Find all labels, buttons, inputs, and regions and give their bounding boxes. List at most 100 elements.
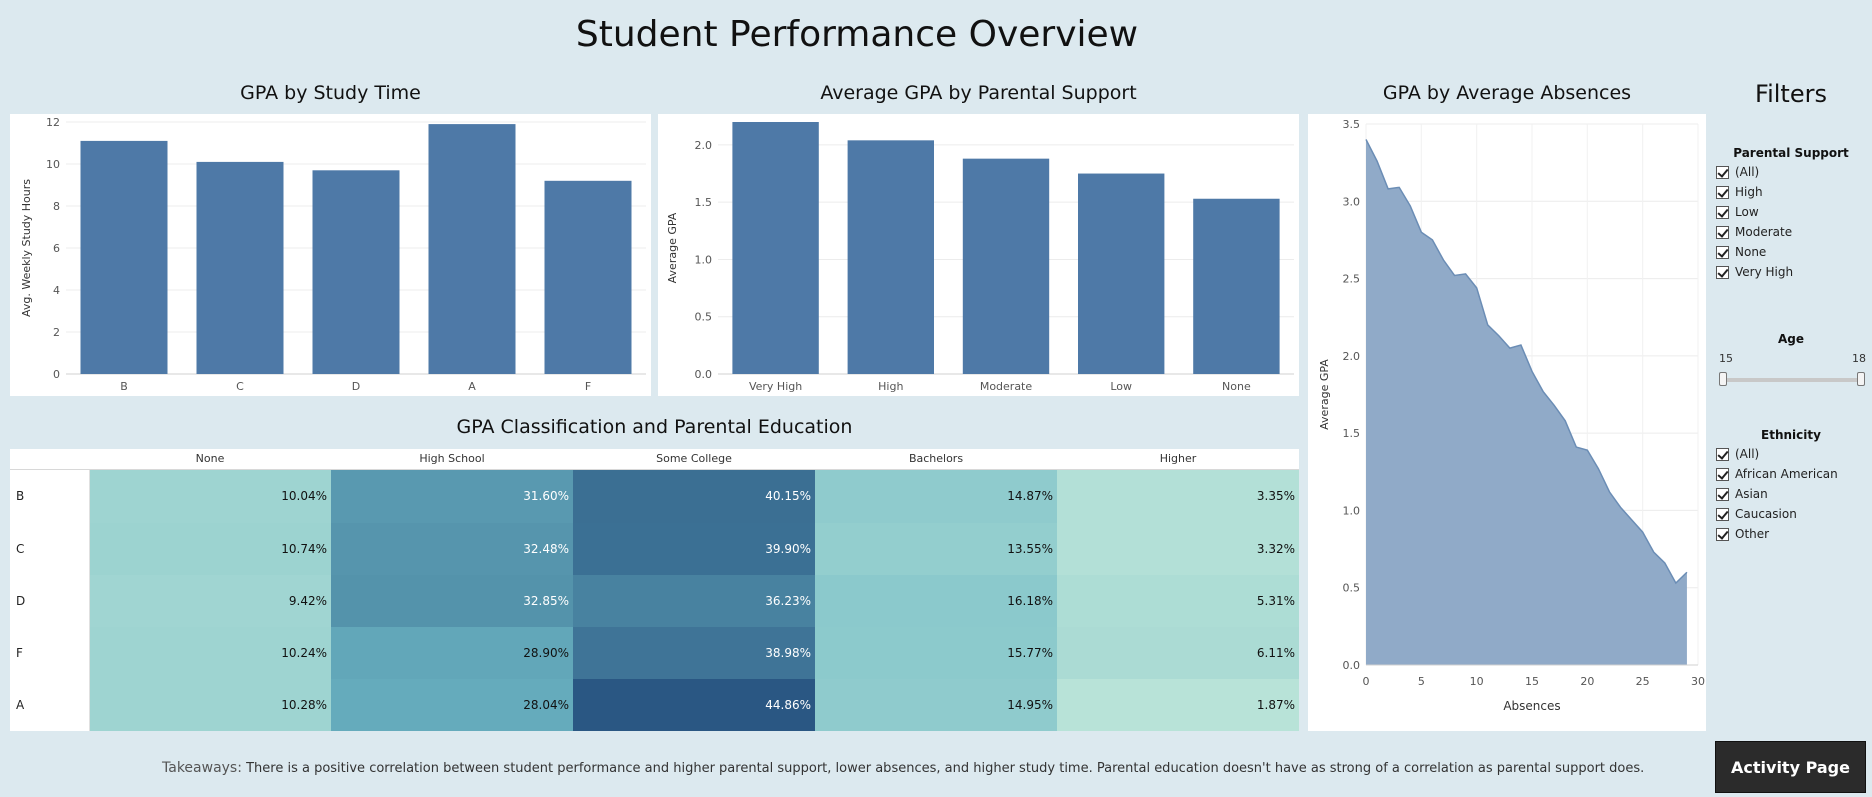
heatmap-cell[interactable]: 28.04% xyxy=(331,678,573,731)
ethnicity-option[interactable]: (All) xyxy=(1716,444,1866,464)
data-point[interactable] xyxy=(1531,370,1534,373)
heatmap-cell[interactable]: 36.23% xyxy=(573,574,815,627)
heatmap-cell[interactable]: 40.15% xyxy=(573,469,815,523)
checkbox-checked-icon[interactable] xyxy=(1716,527,1729,541)
parental-support-option[interactable]: Moderate xyxy=(1716,222,1866,242)
data-point[interactable] xyxy=(1641,531,1644,534)
data-point[interactable] xyxy=(1365,138,1368,141)
heatmap-cell[interactable]: 32.85% xyxy=(331,574,573,627)
heatmap-row: A 10.28% 28.04% 44.86% 14.95% 1.87% xyxy=(10,678,1299,731)
bar-low[interactable] xyxy=(1078,173,1165,374)
heatmap-cell[interactable]: 13.55% xyxy=(815,522,1057,575)
heatmap-cell[interactable]: 14.87% xyxy=(815,469,1057,523)
bar-high[interactable] xyxy=(847,140,934,374)
data-point[interactable] xyxy=(1431,238,1434,241)
data-point[interactable] xyxy=(1542,390,1545,393)
parental-support-option[interactable]: Very High xyxy=(1716,262,1866,282)
age-slider-max-handle[interactable] xyxy=(1857,372,1865,386)
data-point[interactable] xyxy=(1486,323,1489,326)
x-tick-label: 25 xyxy=(1636,675,1650,688)
ethnicity-option[interactable]: Asian xyxy=(1716,484,1866,504)
heatmap-cell[interactable]: 3.35% xyxy=(1057,469,1299,523)
heatmap-cell[interactable]: 10.24% xyxy=(89,626,331,679)
x-tick-label: Very High xyxy=(749,380,802,393)
checkbox-checked-icon[interactable] xyxy=(1716,487,1729,501)
bar-d[interactable] xyxy=(312,170,400,374)
data-point[interactable] xyxy=(1387,187,1390,190)
data-point[interactable] xyxy=(1652,551,1655,554)
data-point[interactable] xyxy=(1674,582,1677,585)
checkbox-checked-icon[interactable] xyxy=(1716,467,1729,481)
y-tick-label: 2.5 xyxy=(1343,273,1361,286)
heatmap-cell[interactable]: 6.11% xyxy=(1057,626,1299,679)
x-tick-label: C xyxy=(236,380,244,393)
parental-support-option[interactable]: Low xyxy=(1716,202,1866,222)
data-point[interactable] xyxy=(1575,446,1578,449)
checkbox-checked-icon[interactable] xyxy=(1716,185,1729,199)
data-point[interactable] xyxy=(1663,561,1666,564)
checkbox-checked-icon[interactable] xyxy=(1716,245,1729,259)
data-point[interactable] xyxy=(1442,259,1445,262)
heatmap-cell[interactable]: 9.42% xyxy=(89,574,331,627)
bar-a[interactable] xyxy=(428,124,516,374)
data-point[interactable] xyxy=(1685,571,1688,574)
heatmap-cell[interactable]: 3.32% xyxy=(1057,522,1299,575)
parental-support-option[interactable]: None xyxy=(1716,242,1866,262)
data-point[interactable] xyxy=(1619,506,1622,509)
data-point[interactable] xyxy=(1464,272,1467,275)
data-point[interactable] xyxy=(1420,231,1423,234)
data-point[interactable] xyxy=(1608,490,1611,493)
checkbox-checked-icon[interactable] xyxy=(1716,225,1729,239)
checkbox-checked-icon[interactable] xyxy=(1716,265,1729,279)
data-point[interactable] xyxy=(1630,518,1633,521)
bar-b[interactable] xyxy=(80,140,168,374)
heatmap-cell[interactable]: 10.74% xyxy=(89,522,331,575)
data-point[interactable] xyxy=(1586,449,1589,452)
heatmap-corner xyxy=(10,449,89,470)
heatmap-cell[interactable]: 28.90% xyxy=(331,626,573,679)
heatmap-cell[interactable]: 39.90% xyxy=(573,522,815,575)
ethnicity-option[interactable]: Other xyxy=(1716,524,1866,544)
data-point[interactable] xyxy=(1453,274,1456,277)
age-slider-min-handle[interactable] xyxy=(1719,372,1727,386)
heatmap-cell[interactable]: 10.04% xyxy=(89,469,331,523)
bar-moderate[interactable] xyxy=(962,158,1050,374)
data-point[interactable] xyxy=(1597,467,1600,470)
ethnicity-option[interactable]: African American xyxy=(1716,464,1866,484)
bar-very-high[interactable] xyxy=(732,122,819,374)
heatmap-cell[interactable]: 44.86% xyxy=(573,678,815,731)
ethnicity-option[interactable]: Caucasion xyxy=(1716,504,1866,524)
bar-c[interactable] xyxy=(196,161,284,374)
gpa-area[interactable] xyxy=(1366,139,1687,665)
data-point[interactable] xyxy=(1497,334,1500,337)
heatmap-cell[interactable]: 32.48% xyxy=(331,522,573,575)
age-slider-track[interactable] xyxy=(1723,378,1861,382)
heatmap-cell[interactable]: 10.28% xyxy=(89,678,331,731)
heatmap-cell[interactable]: 38.98% xyxy=(573,626,815,679)
data-point[interactable] xyxy=(1475,286,1478,289)
data-point[interactable] xyxy=(1409,204,1412,207)
checkbox-checked-icon[interactable] xyxy=(1716,165,1729,179)
checkbox-checked-icon[interactable] xyxy=(1716,205,1729,219)
data-point[interactable] xyxy=(1553,404,1556,407)
data-point[interactable] xyxy=(1398,186,1401,189)
activity-page-button[interactable]: Activity Page xyxy=(1715,741,1866,793)
heatmap-cell[interactable]: 16.18% xyxy=(815,574,1057,627)
data-point[interactable] xyxy=(1519,344,1522,347)
parental-support-option[interactable]: (All) xyxy=(1716,162,1866,182)
heatmap-column-header: None xyxy=(89,449,331,470)
data-point[interactable] xyxy=(1376,160,1379,163)
heatmap-cell[interactable]: 5.31% xyxy=(1057,574,1299,627)
heatmap-cell[interactable]: 1.87% xyxy=(1057,678,1299,731)
data-point[interactable] xyxy=(1508,347,1511,350)
bar-f[interactable] xyxy=(544,180,632,374)
heatmap-cell[interactable]: 14.95% xyxy=(815,678,1057,731)
checkbox-checked-icon[interactable] xyxy=(1716,507,1729,521)
age-range-slider[interactable] xyxy=(1716,370,1866,390)
heatmap-cell[interactable]: 15.77% xyxy=(815,626,1057,679)
bar-none[interactable] xyxy=(1193,198,1280,374)
data-point[interactable] xyxy=(1564,419,1567,422)
heatmap-cell[interactable]: 31.60% xyxy=(331,469,573,523)
checkbox-checked-icon[interactable] xyxy=(1716,447,1729,461)
parental-support-option[interactable]: High xyxy=(1716,182,1866,202)
